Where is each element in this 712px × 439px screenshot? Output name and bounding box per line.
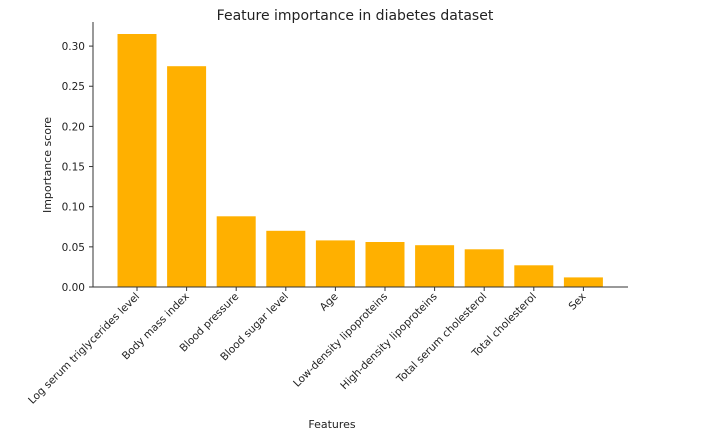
bar-8: [514, 265, 554, 287]
bars-group: [117, 34, 603, 287]
y-tick-label-2: 0.10: [62, 202, 85, 214]
y-axis-label: Importance score: [41, 117, 54, 213]
bar-3: [266, 230, 306, 287]
x-tick-label-9: Sex: [566, 291, 588, 313]
x-tick-label-5: Low-density lipoproteins: [291, 291, 390, 390]
y-tick-label-5: 0.25: [62, 81, 85, 93]
y-tick-label-3: 0.15: [62, 162, 85, 174]
x-tick-label-4: Age: [318, 291, 341, 314]
bar-6: [415, 245, 455, 287]
bar-2: [216, 216, 256, 287]
x-axis-label: Features: [308, 418, 356, 431]
bar-4: [315, 240, 355, 287]
y-tick-label-4: 0.20: [62, 121, 85, 133]
bar-5: [365, 242, 405, 287]
x-tick-label-6: High-density lipoproteins: [338, 291, 439, 392]
bar-9: [563, 277, 603, 287]
y-tick-label-6: 0.30: [62, 41, 85, 53]
y-tick-label-0: 0.00: [62, 282, 85, 294]
y-axis: 0.00 0.05 0.10 0.15 0.20 0.25 0.30: [62, 22, 94, 294]
chart-title: Feature importance in diabetes dataset: [217, 8, 494, 24]
y-tick-label-1: 0.05: [62, 242, 85, 254]
x-tick-label-7: Total serum cholesterol: [394, 291, 489, 386]
bar-1: [167, 66, 207, 287]
bar-7: [464, 249, 504, 287]
bar-0: [117, 34, 157, 287]
